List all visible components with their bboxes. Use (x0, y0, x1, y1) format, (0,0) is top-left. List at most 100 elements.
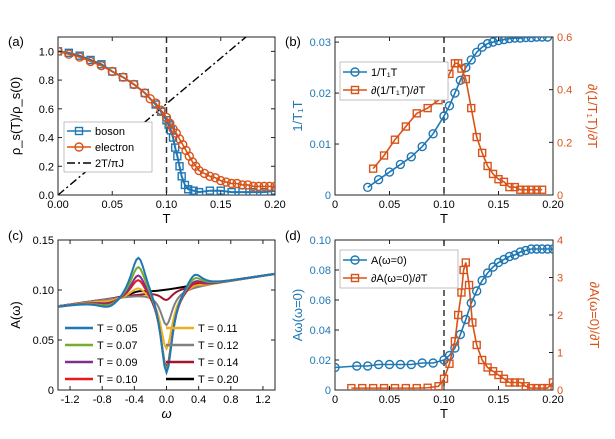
x-tick-label: 0.10 (156, 199, 177, 211)
data-point (527, 185, 536, 194)
y-tick-label: 0.03 (310, 37, 331, 49)
x-tick-label: 0.15 (488, 394, 509, 406)
data-point (156, 105, 166, 115)
data-point (417, 141, 427, 152)
data-point (373, 175, 384, 185)
data-point (515, 247, 525, 257)
legend-label: T = 0.07 (97, 340, 137, 352)
data-point (129, 79, 139, 90)
y-tick-label-right: 0 (557, 190, 563, 202)
x-tick-label: 0.10 (433, 394, 454, 406)
data-point (461, 258, 470, 267)
y-tick-label: 0.08 (310, 265, 331, 277)
y-tick-label: 0.02 (310, 355, 331, 367)
data-point (395, 359, 406, 370)
legend-marker (74, 126, 84, 136)
y-tick-label: 0.0 (39, 190, 54, 202)
series-line-2T/πJ (58, 37, 248, 195)
data-point (264, 181, 275, 192)
y-tick-label: 1.0 (39, 46, 54, 58)
y-axis-label: 1/T₁T (290, 100, 305, 131)
x-tick-label: 0.10 (433, 199, 454, 211)
data-point (363, 182, 373, 193)
y-tick-label: 0.2 (39, 161, 54, 173)
data-point (505, 182, 514, 192)
data-point (384, 359, 395, 370)
data-point (444, 101, 455, 111)
y-tick-label: 0.05 (33, 335, 54, 347)
x-tick-label: -0.8 (93, 394, 112, 406)
data-point (210, 173, 221, 183)
plot-area (58, 37, 275, 195)
data-point (423, 103, 432, 113)
data-point (379, 383, 389, 390)
data-point (254, 181, 264, 192)
x-tick-label: 0.0 (159, 394, 174, 406)
data-point (194, 165, 204, 176)
data-point (259, 181, 269, 192)
data-point (445, 359, 454, 368)
x-axis-label: T (440, 211, 448, 226)
data-point (467, 103, 476, 113)
y-tick-label: 0.15 (33, 235, 54, 247)
data-point (439, 111, 449, 121)
x-tick-label: 0.05 (379, 394, 400, 406)
data-point (194, 187, 204, 195)
legend (65, 326, 194, 381)
data-point (439, 374, 449, 383)
data-point (373, 359, 384, 370)
data-point (468, 318, 477, 327)
legend-marker (350, 67, 360, 77)
y-tick-label: 0.6 (39, 104, 54, 116)
data-point (457, 288, 466, 297)
data-point (542, 244, 553, 254)
data-point (74, 52, 85, 62)
legend-label: 1/T₁T (371, 67, 398, 79)
data-point (531, 37, 542, 42)
data-point (423, 383, 432, 390)
data-point (363, 361, 373, 371)
y-tick-label: 0.04 (310, 325, 331, 337)
spectral-curve-T = 0.09 (58, 272, 275, 373)
data-point (477, 275, 487, 286)
data-point (521, 245, 531, 256)
data-point (199, 168, 210, 179)
spectral-curve-T = 0.10 (58, 273, 275, 371)
x-tick-label: 0.20 (542, 394, 563, 406)
data-point (493, 37, 504, 46)
x-tick-label: 0.05 (379, 199, 400, 211)
data-point (499, 37, 509, 45)
y-tick-label: 0.10 (33, 285, 54, 297)
data-point (472, 47, 482, 57)
x-tick-label: 0.20 (542, 199, 563, 211)
legend-label: T = 0.09 (97, 357, 137, 369)
legend (63, 121, 153, 173)
x-tick-label: 0 (332, 394, 338, 406)
data-point (543, 383, 552, 390)
data-point (510, 37, 520, 43)
data-point (221, 177, 231, 187)
y-axis-label-right: ∂(1/T₁T)/∂T (585, 84, 600, 148)
data-point (401, 383, 411, 390)
x-tick-label: 0.20 (264, 199, 285, 211)
data-point (472, 286, 482, 296)
data-point (461, 74, 470, 84)
data-point (537, 244, 547, 254)
y-tick-label: 0.4 (39, 133, 54, 145)
data-point (118, 72, 128, 82)
data-point (170, 143, 180, 152)
legend-label: 2T/πJ (95, 158, 124, 170)
y-tick-label-right: 0 (557, 385, 563, 397)
legend (339, 61, 449, 101)
y-tick-label: 0.02 (310, 88, 331, 100)
x-tick-label: 1.2 (255, 394, 270, 406)
data-point (368, 383, 378, 390)
spectral-curve-T = 0.11 (58, 273, 275, 352)
data-point (173, 152, 182, 161)
x-tick-label: 0.15 (210, 199, 231, 211)
data-point (358, 383, 367, 390)
data-point (494, 174, 503, 184)
data-point (537, 185, 547, 194)
x-tick-label: -1.2 (61, 394, 80, 406)
